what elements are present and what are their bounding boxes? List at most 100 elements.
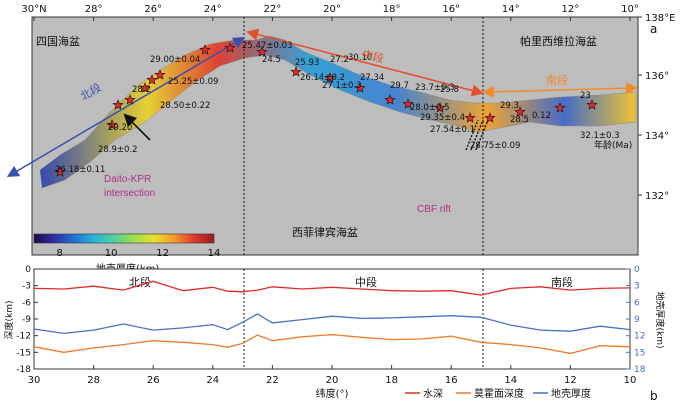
y2-tick-label: 12 <box>634 332 645 342</box>
map-frame <box>31 16 639 256</box>
panel-b-label: b <box>650 389 658 403</box>
sample-stars <box>54 42 598 177</box>
sample-star <box>324 72 336 83</box>
cbf-rift-label: CBF rift <box>417 204 451 215</box>
daito-arrow <box>123 113 151 141</box>
age-label: 29.35±0.4 <box>420 113 465 123</box>
colorbar-tick: 10 <box>105 248 118 259</box>
top-tick-label: 12° <box>562 4 580 15</box>
colorbar-tick: 8 <box>57 248 63 259</box>
age-label: 23.7±0.3 <box>415 83 455 93</box>
age-label: 27.34 <box>360 73 384 83</box>
right-tick-label: 134° <box>645 131 669 142</box>
age-label: 29.3 <box>500 101 519 111</box>
y2-tick-label: 9 <box>634 315 640 325</box>
top-tick-label: 24° <box>204 4 222 15</box>
sample-star <box>384 94 396 105</box>
x-tick-label: 26 <box>147 375 160 386</box>
age-unit-label: 年龄(Ma) <box>594 139 632 151</box>
y-tick-label: 0 <box>25 265 31 275</box>
y2-axis-ticks: 0 3 6 9 12 15 18 <box>626 265 646 375</box>
sample-star <box>586 99 598 110</box>
y2-axis-label: 地壳厚度(km) <box>654 291 666 348</box>
top-tick-label: 22° <box>264 4 282 15</box>
shikoku-basin-label: 四国海盆 <box>36 34 80 48</box>
age-label: 28.0±0.5 <box>410 103 450 113</box>
y-tick-label: -9 <box>22 315 31 325</box>
y-tick-label: -18 <box>16 365 31 375</box>
y-axis-label: 深度(km) <box>3 300 15 339</box>
sample-star <box>484 112 496 123</box>
x-tick-label: 10 <box>624 375 637 386</box>
series-line <box>33 333 631 355</box>
sample-star <box>434 102 446 113</box>
x-axis-label: 纬度(°) <box>316 387 349 400</box>
age-label: 26.18±0.11 <box>55 165 105 175</box>
b-south-label: 南段 <box>551 275 573 289</box>
sample-star <box>554 102 566 113</box>
age-label: 26.14±0.2 <box>300 73 345 83</box>
sample-star <box>199 44 211 55</box>
y-tick-label: -3 <box>22 282 31 292</box>
sample-star <box>402 98 414 109</box>
series-line <box>33 280 631 296</box>
sample-star <box>514 106 526 117</box>
age-label: 28.75±0.09 <box>470 141 520 151</box>
x-tick-label: 20 <box>326 375 339 386</box>
top-tick-label: 18° <box>383 4 401 15</box>
panel-a-map: 26.18±0.11 29.00±0.04 25.47±0.03 28.9±0.2 25… <box>6 4 675 275</box>
series-lines <box>33 280 631 355</box>
b-north-label: 北段 <box>129 275 151 289</box>
sample-star <box>464 112 476 123</box>
panel-a-label: a <box>650 22 657 36</box>
x-tick-label: 24 <box>206 375 219 386</box>
top-tick-label: 14° <box>502 4 520 15</box>
y2-tick-label: 3 <box>634 282 640 292</box>
b-middle-label: 中段 <box>355 275 377 289</box>
y2-tick-label: 6 <box>634 298 640 308</box>
x-tick-label: 22 <box>266 375 279 386</box>
age-label: 28.50±0.22 <box>160 101 210 111</box>
south-segment-arrow <box>482 82 638 98</box>
x-tick-label: 14 <box>504 375 517 386</box>
top-tick-label: 28° <box>85 4 103 15</box>
y2-tick-label: 15 <box>634 348 645 358</box>
chart-frame <box>33 268 631 370</box>
age-label: 32.1±0.3 <box>580 131 620 141</box>
x-tick-label: 18 <box>385 375 398 386</box>
age-label: 0.12 <box>532 111 551 121</box>
age-label: 27.54±0.1 <box>430 125 475 135</box>
age-label: 25.93 <box>295 58 319 68</box>
y-tick-label: -15 <box>16 348 31 358</box>
age-label: 27.2 <box>330 55 349 65</box>
series-line <box>33 313 631 335</box>
x-tick-label: 12 <box>564 375 577 386</box>
age-label: 25.47±0.03 <box>242 41 292 51</box>
top-tick-label: 26° <box>144 4 162 15</box>
sample-star <box>290 66 302 77</box>
age-label: 28.9±0.2 <box>98 145 138 155</box>
y2-tick-label: 18 <box>634 365 646 375</box>
right-tick-label: 132° <box>645 191 669 202</box>
age-label: 23 <box>580 91 591 101</box>
legend-crust-label: 地壳厚度 <box>551 387 591 400</box>
sample-star <box>139 82 151 93</box>
legend-moho-label: 莫霍面深度 <box>474 387 524 400</box>
age-label: 27.1±0.3 <box>322 81 362 91</box>
right-tick-label: 136° <box>645 71 669 82</box>
top-tick-label: 16° <box>442 4 460 15</box>
daito-label-line1: Daito-KPR <box>104 174 151 185</box>
sample-star <box>256 46 268 57</box>
sample-star <box>124 94 136 105</box>
south-segment-label: 南段 <box>546 73 568 87</box>
x-tick-label: 28 <box>87 375 100 386</box>
age-label: 28.5 <box>510 115 529 125</box>
middle-segment-label: 中段 <box>361 47 386 66</box>
top-tick-label: 30°N <box>21 4 46 15</box>
right-tick-label: 138°E <box>645 13 675 24</box>
top-axis-ticks: 30°N 28° 26° 24° 22° 20° 18° 16° 14° 12° 10° <box>21 4 639 21</box>
age-label: 28.2 <box>132 85 151 95</box>
age-label: 29.00±0.04 <box>150 55 200 65</box>
parece-vela-basin-label: 帕里西维拉海盆 <box>520 34 597 48</box>
